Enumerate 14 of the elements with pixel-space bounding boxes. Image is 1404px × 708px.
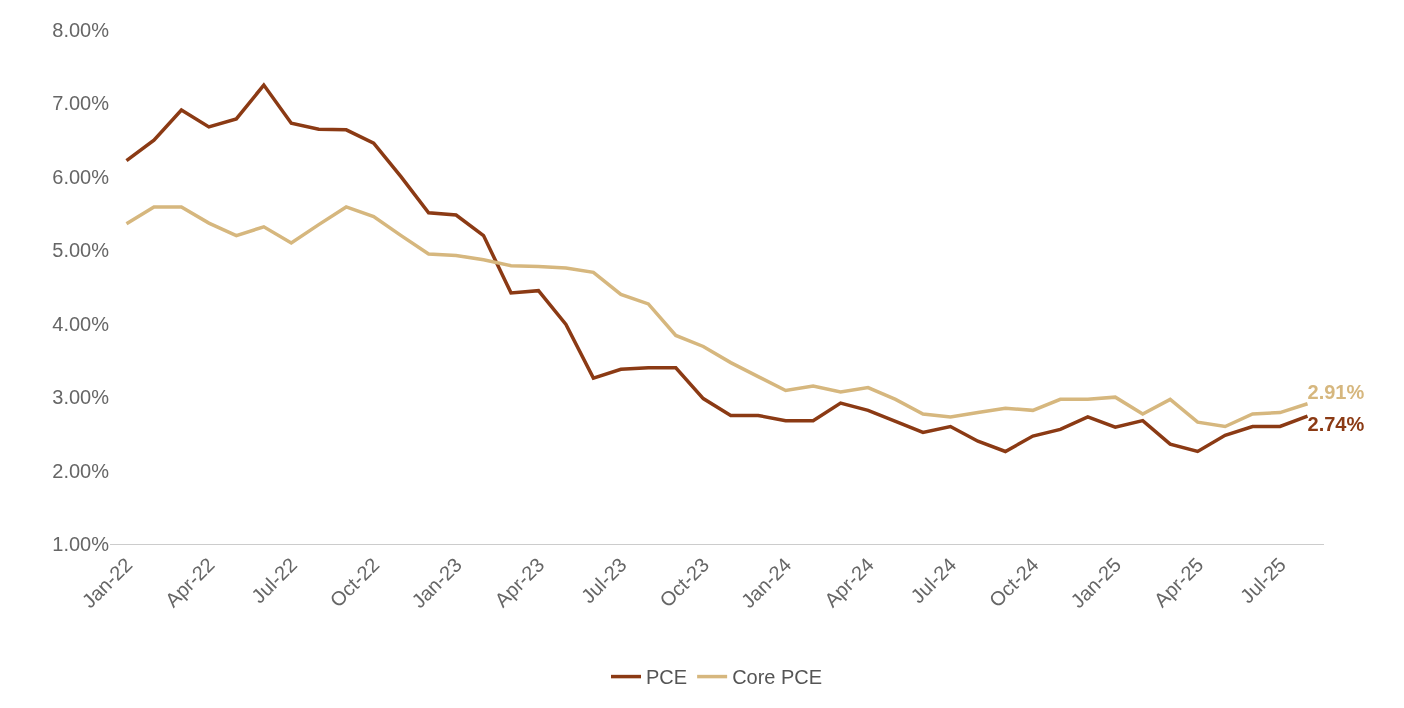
data-label: 2.91%: [1307, 380, 1365, 403]
data-label: 2.74%: [1307, 413, 1365, 436]
legend-label: PCE: [646, 666, 688, 689]
y-tick-label: 8.00%: [52, 19, 110, 41]
y-tick-label: 6.00%: [52, 165, 110, 188]
legend-label: Core PCE: [732, 666, 823, 689]
y-tick-label: 3.00%: [52, 386, 110, 409]
y-tick-label: 2.00%: [52, 459, 110, 482]
y-tick-label: 1.00%: [52, 533, 110, 555]
y-tick-label: 4.00%: [52, 312, 110, 335]
line-series: [124, 83, 1310, 454]
y-tick-label: 7.00%: [52, 92, 110, 115]
line-series: [124, 205, 1310, 429]
y-tick-label: 5.00%: [52, 239, 110, 262]
